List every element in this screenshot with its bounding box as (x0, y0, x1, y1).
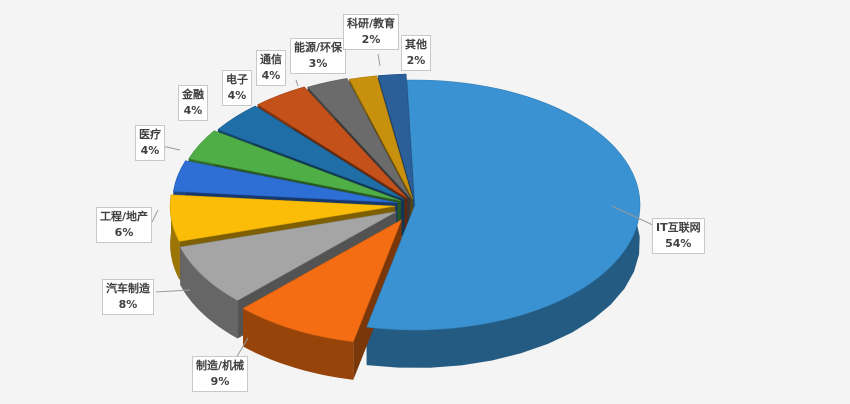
slice-5-top (188, 130, 401, 201)
data-label-8: 能源/环保 3% (290, 38, 347, 74)
data-label-pct-3: 6% (114, 226, 134, 239)
slice-6-top (217, 105, 405, 200)
data-label-2: 汽车制造 8% (102, 279, 154, 315)
slice-9-top (348, 75, 414, 200)
slice-4-top (172, 160, 398, 203)
slice-8-top (307, 78, 411, 199)
data-label-pct-1: 9% (210, 375, 230, 388)
slice-0-top (366, 79, 641, 331)
data-label-1: 制造/机械 9% (192, 356, 249, 392)
data-label-pct-8: 3% (308, 57, 328, 70)
data-label-7: 通信 4% (256, 50, 286, 86)
leader-line-0 (611, 205, 656, 227)
leader-line-1 (235, 337, 249, 359)
slice-3-top (169, 194, 396, 242)
slice-2-side (180, 247, 238, 339)
data-label-name-4: 医疗 (139, 128, 161, 141)
data-label-name-2: 汽车制造 (106, 282, 150, 295)
data-label-pct-10: 2% (406, 54, 426, 67)
slice-1-top (242, 219, 403, 343)
data-label-6: 电子 4% (222, 70, 252, 106)
leader-line-9 (377, 53, 381, 67)
data-label-pct-2: 8% (118, 298, 138, 311)
slice-7-top (257, 86, 408, 199)
data-label-name-5: 金融 (182, 88, 204, 101)
data-label-pct-0: 54% (665, 237, 692, 250)
leader-line-2 (155, 289, 191, 293)
data-label-name-7: 通信 (260, 53, 282, 66)
data-label-name-0: IT互联网 (656, 221, 701, 234)
data-label-pct-6: 4% (227, 89, 247, 102)
data-label-pct-5: 4% (183, 104, 203, 117)
data-label-3: 工程/地产 6% (96, 207, 153, 243)
data-label-name-1: 制造/机械 (196, 359, 245, 372)
data-label-4: 医疗 4% (135, 125, 165, 161)
leader-line-4 (161, 145, 181, 151)
leader-line-3 (151, 209, 159, 223)
data-label-pct-7: 4% (261, 69, 281, 82)
data-label-0: IT互联网 54% (652, 218, 705, 254)
data-label-pct-4: 4% (140, 144, 160, 157)
slice-3-side (170, 194, 180, 280)
data-label-5: 金融 4% (178, 85, 208, 121)
slice-2-top (179, 211, 397, 301)
data-label-9: 科研/教育 2% (343, 14, 400, 50)
slice-1-side (243, 308, 354, 380)
data-label-pct-9: 2% (361, 33, 381, 46)
data-label-name-10: 其他 (405, 38, 427, 51)
data-label-10: 其他 2% (401, 35, 431, 71)
data-label-name-9: 科研/教育 (347, 17, 396, 30)
data-label-name-6: 电子 (226, 73, 248, 86)
slice-10-top (377, 73, 415, 200)
leader-line-7 (295, 79, 299, 87)
data-label-name-8: 能源/环保 (294, 41, 343, 54)
data-label-name-3: 工程/地产 (100, 210, 149, 223)
